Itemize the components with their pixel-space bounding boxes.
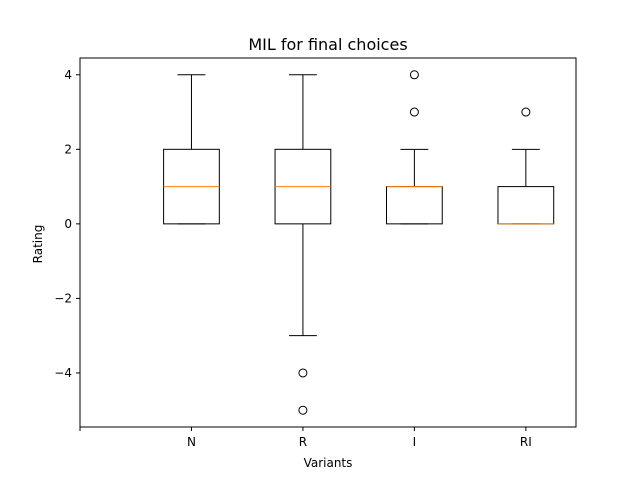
outlier-point	[409, 70, 419, 80]
y-tick-label: −2	[54, 291, 72, 305]
x-tick-label: I	[413, 435, 417, 449]
y-tick-label: 4	[64, 68, 72, 82]
box-i	[386, 70, 443, 225]
box-ri	[497, 107, 555, 225]
plot-frame	[79, 57, 577, 428]
y-tick-label: 2	[64, 142, 72, 156]
box-n	[163, 74, 220, 225]
y-tick-label: −4	[54, 366, 72, 380]
box-r	[274, 74, 332, 415]
x-axis: N R I RI	[79, 427, 532, 449]
outlier-point	[298, 405, 308, 415]
outlier-point	[521, 107, 531, 117]
y-tick-label: 0	[64, 217, 72, 231]
plot-area	[79, 57, 577, 428]
box-iqr	[497, 186, 555, 225]
chart-title: MIL for final choices	[248, 35, 407, 54]
y-axis-label: Rating	[31, 225, 45, 264]
x-axis-label: Variants	[304, 456, 353, 470]
x-tick-label: RI	[520, 435, 532, 449]
x-tick-label: R	[299, 435, 307, 449]
x-tick-label: N	[187, 435, 196, 449]
box-iqr	[386, 186, 443, 225]
y-axis: −4 −2 0 2 4	[54, 68, 80, 380]
outlier-point	[298, 368, 308, 378]
outlier-point	[409, 107, 419, 117]
